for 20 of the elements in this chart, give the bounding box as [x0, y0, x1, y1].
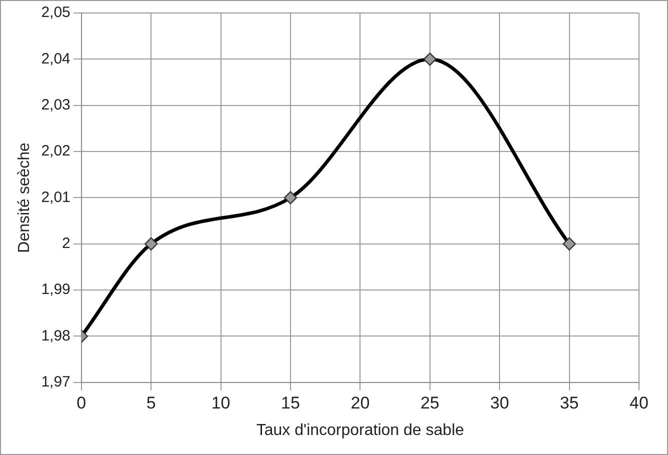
x-tick-label: 25 [420, 393, 440, 412]
x-tick-label: 0 [76, 393, 86, 412]
y-tick-label: 2,04 [41, 50, 70, 68]
x-axis-title: Taux d'incorporation de sable [256, 422, 464, 439]
x-tick-label: 15 [281, 393, 300, 412]
x-tick-label: 30 [490, 393, 510, 412]
y-tick-label: 1,98 [41, 327, 70, 344]
x-tick-label: 40 [630, 393, 648, 412]
y-tick-label: 2,01 [41, 188, 70, 206]
y-axis-title: Densité seèche [16, 142, 34, 253]
y-tick-label: 2,05 [41, 4, 70, 22]
y-tick-label: 2,02 [41, 142, 70, 160]
x-tick-label: 35 [560, 393, 579, 412]
y-tick-label: 1,97 [41, 374, 70, 391]
x-tick-label: 20 [350, 393, 370, 412]
x-tick-label: 10 [211, 393, 230, 412]
y-tick-label: 2 [62, 235, 70, 252]
x-tick-label: 5 [146, 393, 156, 412]
y-tick-label: 2,03 [41, 96, 70, 114]
y-tick-label: 1,99 [41, 281, 70, 298]
